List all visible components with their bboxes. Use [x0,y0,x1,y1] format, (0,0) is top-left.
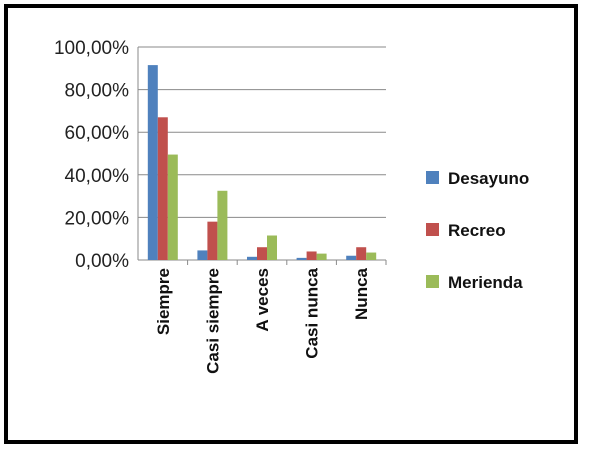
bar-desayuno-4 [346,255,357,260]
bar-merienda-3 [316,253,327,260]
legend-swatch-recreo [426,223,439,236]
y-tick-label: 80,00% [65,81,130,102]
y-tick-label: 40,00% [65,166,130,187]
x-category-label: Casi nunca [303,267,322,358]
bar-merienda-4 [366,252,377,260]
legend-label-desayuno: Desayuno [448,169,529,188]
x-category-label: Nunca [352,267,371,320]
legend-label-recreo: Recreo [448,221,506,240]
y-tick-label: 60,00% [65,123,130,144]
bar-merienda-1 [217,190,228,260]
bar-desayuno-2 [247,256,257,260]
legend-swatch-desayuno [426,171,439,184]
y-tick-label: 20,00% [65,208,130,229]
bar-recreo-3 [306,251,317,260]
x-category-label: Casi siempre [203,268,222,374]
x-category-label: A veces [253,268,272,332]
legend-label-merienda: Merienda [448,273,523,292]
legend-swatch-merienda [426,275,439,288]
y-tick-label: 100,00% [54,38,129,59]
bar-merienda-2 [267,235,277,260]
bar-merienda-0 [167,154,178,260]
bar-recreo-4 [356,247,367,260]
bar-recreo-1 [207,221,218,260]
bar-desayuno-0 [147,65,158,260]
bar-desayuno-1 [197,250,208,260]
bar-recreo-0 [157,117,168,260]
bar-desayuno-3 [296,257,307,260]
chart-frame [4,4,578,444]
y-tick-label: 0,00% [75,251,129,272]
bar-recreo-2 [257,247,267,260]
x-category-label: Siempre [154,268,173,335]
